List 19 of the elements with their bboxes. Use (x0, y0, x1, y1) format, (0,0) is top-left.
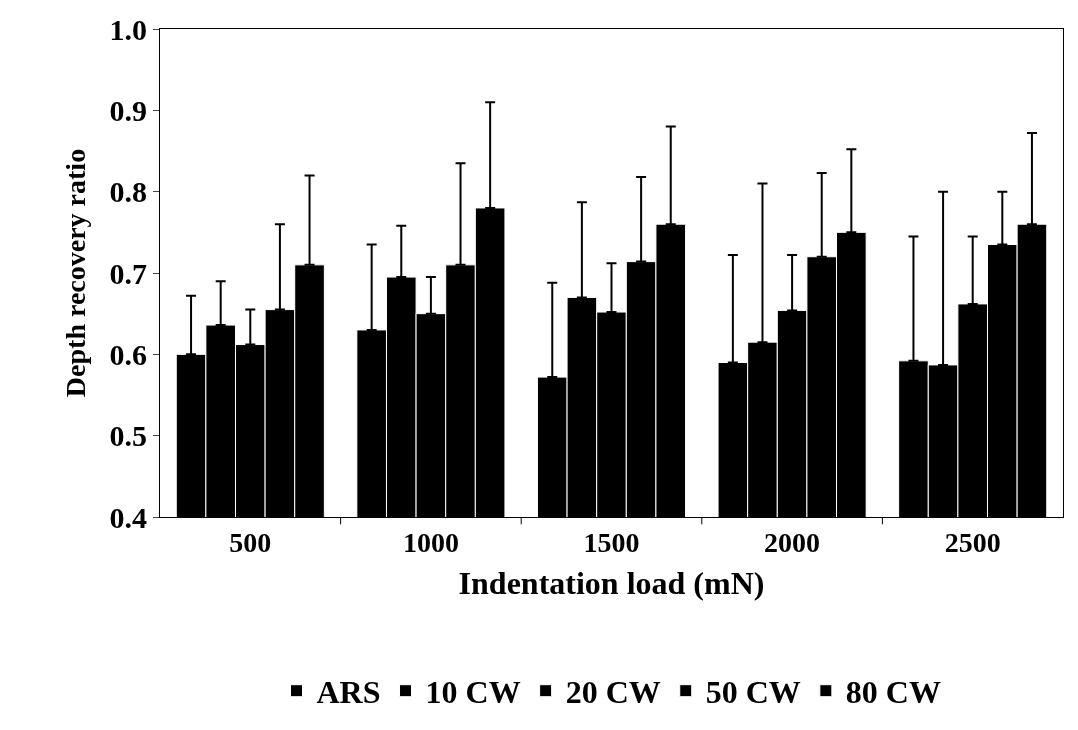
legend-label: 20 CW (565, 674, 661, 711)
y-tick-label: 0.5 (109, 419, 147, 453)
legend-label: 50 CW (705, 674, 801, 711)
x-tick-label: 500 (229, 526, 272, 558)
y-tick-label: 0.6 (109, 337, 147, 371)
y-axis-title: Depth recovery ratio (60, 148, 92, 398)
y-tick-label: 0.7 (109, 256, 147, 290)
legend-label: 80 CW (845, 674, 941, 711)
x-tick-label: 2000 (764, 526, 821, 558)
x-tick-label: 2500 (944, 526, 1001, 558)
legend-label: 10 CW (425, 674, 521, 711)
x-axis-title: Indentation load (mN) (458, 565, 765, 602)
y-tick-label: 1.0 (109, 12, 147, 46)
x-tick-label: 1500 (583, 526, 640, 558)
y-tick-label: 0.4 (109, 500, 147, 534)
x-tick-label: 1000 (402, 526, 459, 558)
y-tick-label: 0.9 (109, 93, 147, 127)
legend-label: ARS (316, 674, 381, 711)
y-tick-label: 0.8 (109, 175, 147, 209)
